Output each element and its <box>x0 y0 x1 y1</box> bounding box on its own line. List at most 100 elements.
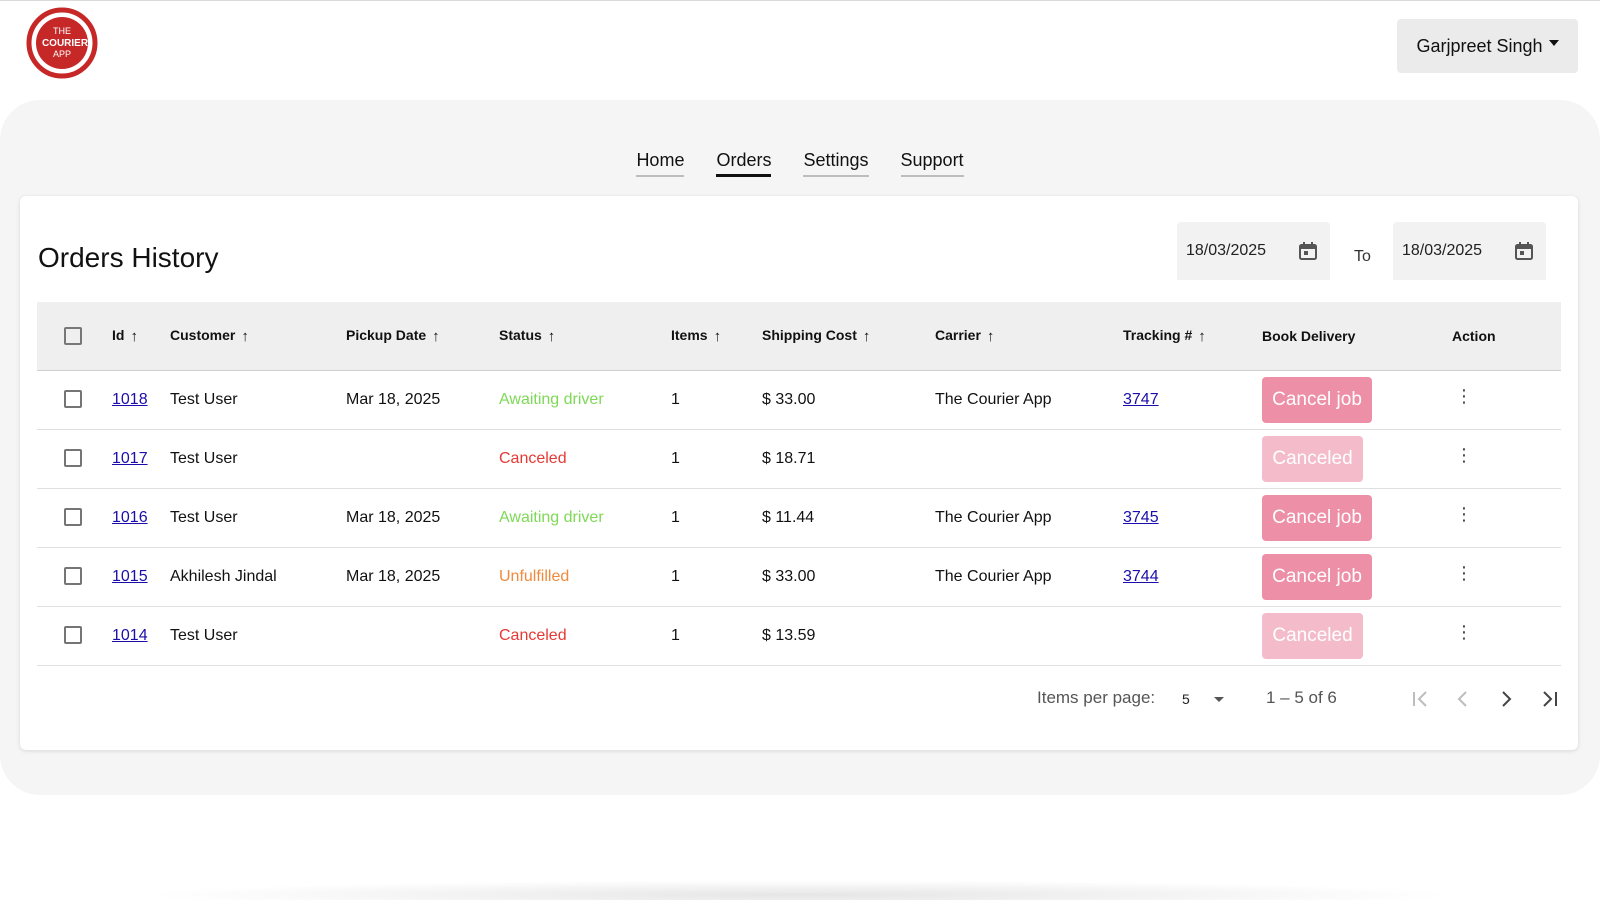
orders-table: Id ↑ Customer ↑ Pickup Date ↑ Status ↑ Items… <box>37 302 1561 666</box>
row-checkbox[interactable] <box>64 508 82 527</box>
sort-arrow-up-icon: ↑ <box>862 327 871 345</box>
items-cell: 1 <box>671 488 762 548</box>
pickup-date-cell: Mar 18, 2025 <box>346 370 499 430</box>
table-row: 1015 Akhilesh Jindal Mar 18, 2025 Unfulf… <box>37 547 1561 607</box>
order-id-link[interactable]: 1016 <box>112 508 148 526</box>
paginator: Items per page: 5 1 – 5 of 6 <box>20 683 1578 713</box>
nav-support[interactable]: Support <box>900 150 964 177</box>
items-cell: 1 <box>671 547 762 607</box>
pickup-date-cell: Mar 18, 2025 <box>346 488 499 548</box>
main-nav: Home Orders Settings Support <box>0 150 1600 177</box>
previous-page-icon[interactable] <box>1449 685 1477 713</box>
items-per-page-select[interactable]: 5 <box>1182 687 1242 711</box>
sort-arrow-up-icon: ↑ <box>1198 327 1206 345</box>
sort-arrow-up-icon: ↑ <box>432 327 440 345</box>
date-from-input[interactable]: 18/03/2025 <box>1177 222 1330 280</box>
carrier-cell: The Courier App <box>935 547 1123 607</box>
more-vert-icon[interactable]: ⋮ <box>1455 444 1473 465</box>
sort-arrow-up-icon: ↑ <box>547 327 556 345</box>
user-name: Garjpreet Singh <box>1416 35 1543 56</box>
col-header-shipping-cost[interactable]: Shipping Cost ↑ <box>762 302 935 371</box>
customer-cell: Akhilesh Jindal <box>170 547 346 607</box>
col-header-status[interactable]: Status ↑ <box>499 302 671 371</box>
tracking-link[interactable]: 3744 <box>1123 567 1159 585</box>
col-header-customer[interactable]: Customer ↑ <box>170 302 346 371</box>
sort-arrow-up-icon: ↑ <box>986 327 995 345</box>
carrier-cell <box>935 606 1123 666</box>
row-checkbox[interactable] <box>64 567 82 586</box>
col-header-items[interactable]: Items ↑ <box>671 302 762 371</box>
order-id-link[interactable]: 1017 <box>112 449 148 467</box>
col-header-carrier[interactable]: Carrier ↑ <box>935 302 1123 371</box>
last-page-icon[interactable] <box>1536 685 1564 713</box>
customer-cell: Test User <box>170 429 346 489</box>
status-cell: Canceled <box>499 429 671 489</box>
customer-cell: Test User <box>170 606 346 666</box>
col-header-id[interactable]: Id ↑ <box>112 302 170 371</box>
svg-text:THE: THE <box>53 26 71 36</box>
row-checkbox[interactable] <box>64 390 82 409</box>
next-page-icon[interactable] <box>1492 685 1520 713</box>
table-row: 1017 Test User Canceled 1 $ 18.71 Cancel… <box>37 429 1561 489</box>
col-header-pickup-date[interactable]: Pickup Date ↑ <box>346 302 499 371</box>
canceled-button: Canceled <box>1262 612 1363 659</box>
date-from-value: 18/03/2025 <box>1186 242 1267 259</box>
courier-app-logo: THE COURIER APP <box>26 7 98 79</box>
status-cell: Awaiting driver <box>499 488 671 548</box>
status-cell: Canceled <box>499 606 671 666</box>
calendar-icon[interactable] <box>1298 241 1318 261</box>
order-id-link[interactable]: 1015 <box>112 567 148 585</box>
caret-down-icon <box>1548 40 1559 46</box>
date-to-input[interactable]: 18/03/2025 <box>1393 222 1546 280</box>
bottom-shadow <box>140 880 1460 900</box>
order-id-link[interactable]: 1014 <box>112 626 148 644</box>
tracking-link[interactable]: 3747 <box>1123 390 1159 408</box>
order-id-link[interactable]: 1018 <box>112 390 148 408</box>
status-cell: Unfulfilled <box>499 547 671 607</box>
orders-table-wrapper: Id ↑ Customer ↑ Pickup Date ↑ Status ↑ Items… <box>37 302 1561 666</box>
cancel-job-button[interactable]: Cancel job <box>1262 553 1372 600</box>
customer-cell: Test User <box>170 370 346 430</box>
dropdown-arrow-icon <box>1214 697 1224 702</box>
canceled-button: Canceled <box>1262 435 1363 482</box>
carrier-cell <box>935 429 1123 489</box>
nav-orders[interactable]: Orders <box>716 150 772 177</box>
status-cell: Awaiting driver <box>499 370 671 430</box>
tracking-link[interactable]: 3745 <box>1123 508 1159 526</box>
more-vert-icon[interactable]: ⋮ <box>1455 503 1473 524</box>
sort-arrow-up-icon: ↑ <box>713 327 722 345</box>
page-range-label: 1 – 5 of 6 <box>1266 688 1337 707</box>
cancel-job-button[interactable]: Cancel job <box>1262 494 1372 541</box>
calendar-icon[interactable] <box>1514 241 1534 261</box>
items-cell: 1 <box>671 370 762 430</box>
user-menu-button[interactable]: Garjpreet Singh <box>1397 19 1578 73</box>
items-cell: 1 <box>671 429 762 489</box>
col-header-book-delivery: Book Delivery <box>1262 302 1452 371</box>
more-vert-icon[interactable]: ⋮ <box>1455 562 1473 583</box>
more-vert-icon[interactable]: ⋮ <box>1455 621 1473 642</box>
customer-cell: Test User <box>170 488 346 548</box>
col-header-action: Action <box>1452 302 1561 371</box>
shipping-cost-cell: $ 11.44 <box>762 488 935 548</box>
sort-arrow-up-icon: ↑ <box>241 327 249 345</box>
page-title: Orders History <box>38 242 219 273</box>
pickup-date-cell: Mar 18, 2025 <box>346 547 499 607</box>
row-checkbox[interactable] <box>64 449 82 468</box>
first-page-icon[interactable] <box>1406 685 1434 713</box>
orders-card: Orders History 18/03/2025 To 18/03/2025 <box>20 196 1578 750</box>
col-header-tracking[interactable]: Tracking # ↑ <box>1123 302 1262 371</box>
more-vert-icon[interactable]: ⋮ <box>1455 385 1473 406</box>
date-to-value: 18/03/2025 <box>1402 242 1483 259</box>
table-header-row: Id ↑ Customer ↑ Pickup Date ↑ Status ↑ Items… <box>37 302 1561 371</box>
row-checkbox[interactable] <box>64 626 82 645</box>
svg-text:APP: APP <box>53 49 71 59</box>
items-per-page-label: Items per page: <box>1037 688 1156 707</box>
sort-arrow-up-icon: ↑ <box>130 327 138 345</box>
nav-settings[interactable]: Settings <box>803 150 869 177</box>
svg-text:COURIER: COURIER <box>42 38 89 49</box>
shipping-cost-cell: $ 18.71 <box>762 429 935 489</box>
select-all-checkbox[interactable] <box>64 326 82 345</box>
pickup-date-cell <box>346 606 499 666</box>
cancel-job-button[interactable]: Cancel job <box>1262 376 1372 423</box>
nav-home[interactable]: Home <box>636 150 685 177</box>
